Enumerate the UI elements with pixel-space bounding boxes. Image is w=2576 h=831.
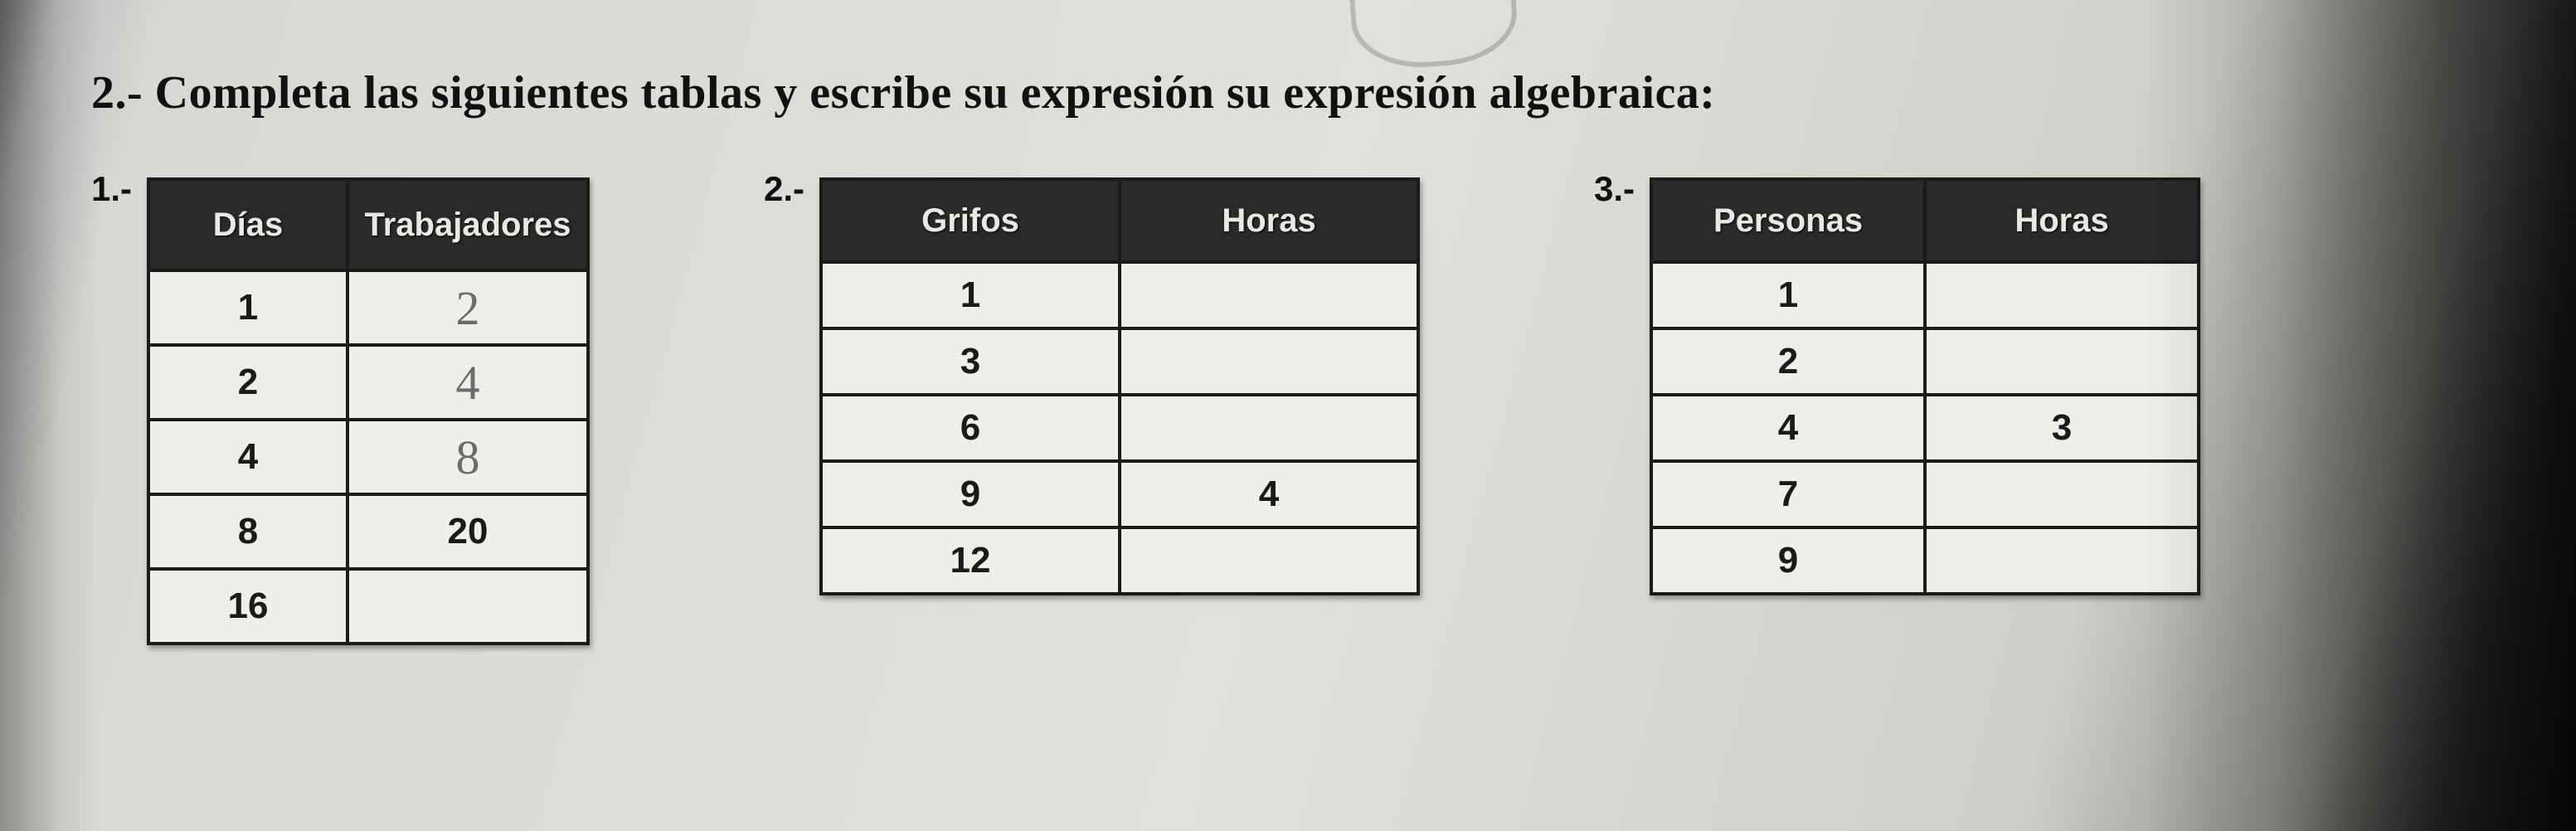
table-cell [1925,527,2199,594]
table-row: 820 [148,494,588,569]
column-header: Horas [1925,179,2199,262]
table-block-3: 3.-PersonasHoras124379 [1594,177,2200,595]
table-row: 24 [148,345,588,420]
column-header: Horas [1120,179,1418,262]
table-cell: 8 [148,494,348,569]
table-cell: 6 [821,395,1120,461]
data-table-3: PersonasHoras124379 [1650,177,2200,595]
table-number-label: 2.- [764,169,804,209]
column-header: Personas [1651,179,1925,262]
table-row: 6 [821,395,1418,461]
tables-row: 1.-DíasTrabajadores122448820162.-GrifosH… [75,177,2501,645]
table-cell: 12 [821,527,1120,594]
table-cell: 4 [1651,395,1925,461]
table-cell: 1 [148,270,348,345]
column-header: Trabajadores [348,179,588,270]
table-row: 43 [1651,395,2199,461]
data-table-2: GrifosHoras1369412 [819,177,1420,595]
table-block-2: 2.-GrifosHoras1369412 [764,177,1420,595]
table-cell [1925,328,2199,395]
table-cell: 1 [1651,262,1925,328]
table-row: 2 [1651,328,2199,395]
table-row: 1 [821,262,1418,328]
table-cell: 4 [1120,461,1418,527]
table-cell [1120,262,1418,328]
table-cell [1120,328,1418,395]
table-cell: 8 [348,420,588,494]
table-row: 12 [821,527,1418,594]
table-cell: 9 [821,461,1120,527]
question-heading: 2.- Completa las siguientes tablas y esc… [91,66,2501,119]
table-cell: 20 [348,494,588,569]
table-cell: 7 [1651,461,1925,527]
column-header: Días [148,179,348,270]
table-row: 48 [148,420,588,494]
table-cell: 3 [821,328,1120,395]
table-row: 12 [148,270,588,345]
table-row: 9 [1651,527,2199,594]
table-cell: 4 [348,345,588,420]
table-block-1: 1.-DíasTrabajadores12244882016 [91,177,590,645]
table-cell [1120,395,1418,461]
table-row: 3 [821,328,1418,395]
table-cell: 4 [148,420,348,494]
table-cell: 1 [821,262,1120,328]
table-row: 1 [1651,262,2199,328]
table-row: 7 [1651,461,2199,527]
table-cell [1925,461,2199,527]
table-cell [1120,527,1418,594]
table-cell: 2 [348,270,588,345]
column-header: Grifos [821,179,1120,262]
table-number-label: 3.- [1594,169,1635,209]
table-cell [348,569,588,644]
table-cell: 16 [148,569,348,644]
table-row: 16 [148,569,588,644]
table-cell: 9 [1651,527,1925,594]
table-cell: 2 [1651,328,1925,395]
table-cell: 3 [1925,395,2199,461]
worksheet-page: 2.- Completa las siguientes tablas y esc… [0,0,2576,831]
table-cell [1925,262,2199,328]
table-number-label: 1.- [91,169,132,209]
table-row: 94 [821,461,1418,527]
stray-pencil-mark [1349,0,1520,72]
table-cell: 2 [148,345,348,420]
data-table-1: DíasTrabajadores12244882016 [147,177,590,645]
